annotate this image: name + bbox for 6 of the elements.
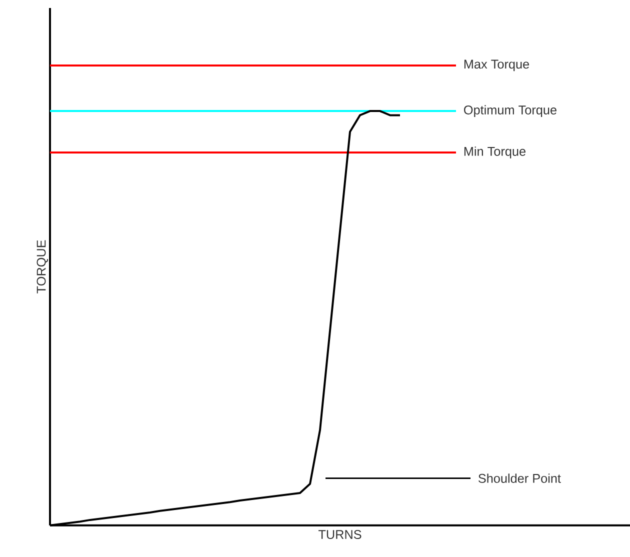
ref-line-label: Min Torque (464, 146, 526, 158)
y-axis-title: TORQUE (36, 240, 48, 294)
ref-line-label: Max Torque (464, 60, 530, 71)
x-axis-title: TURNS (318, 530, 362, 539)
annotation: Shoulder Point (478, 473, 561, 483)
ref-line-label: Optimum Torque (464, 104, 556, 117)
